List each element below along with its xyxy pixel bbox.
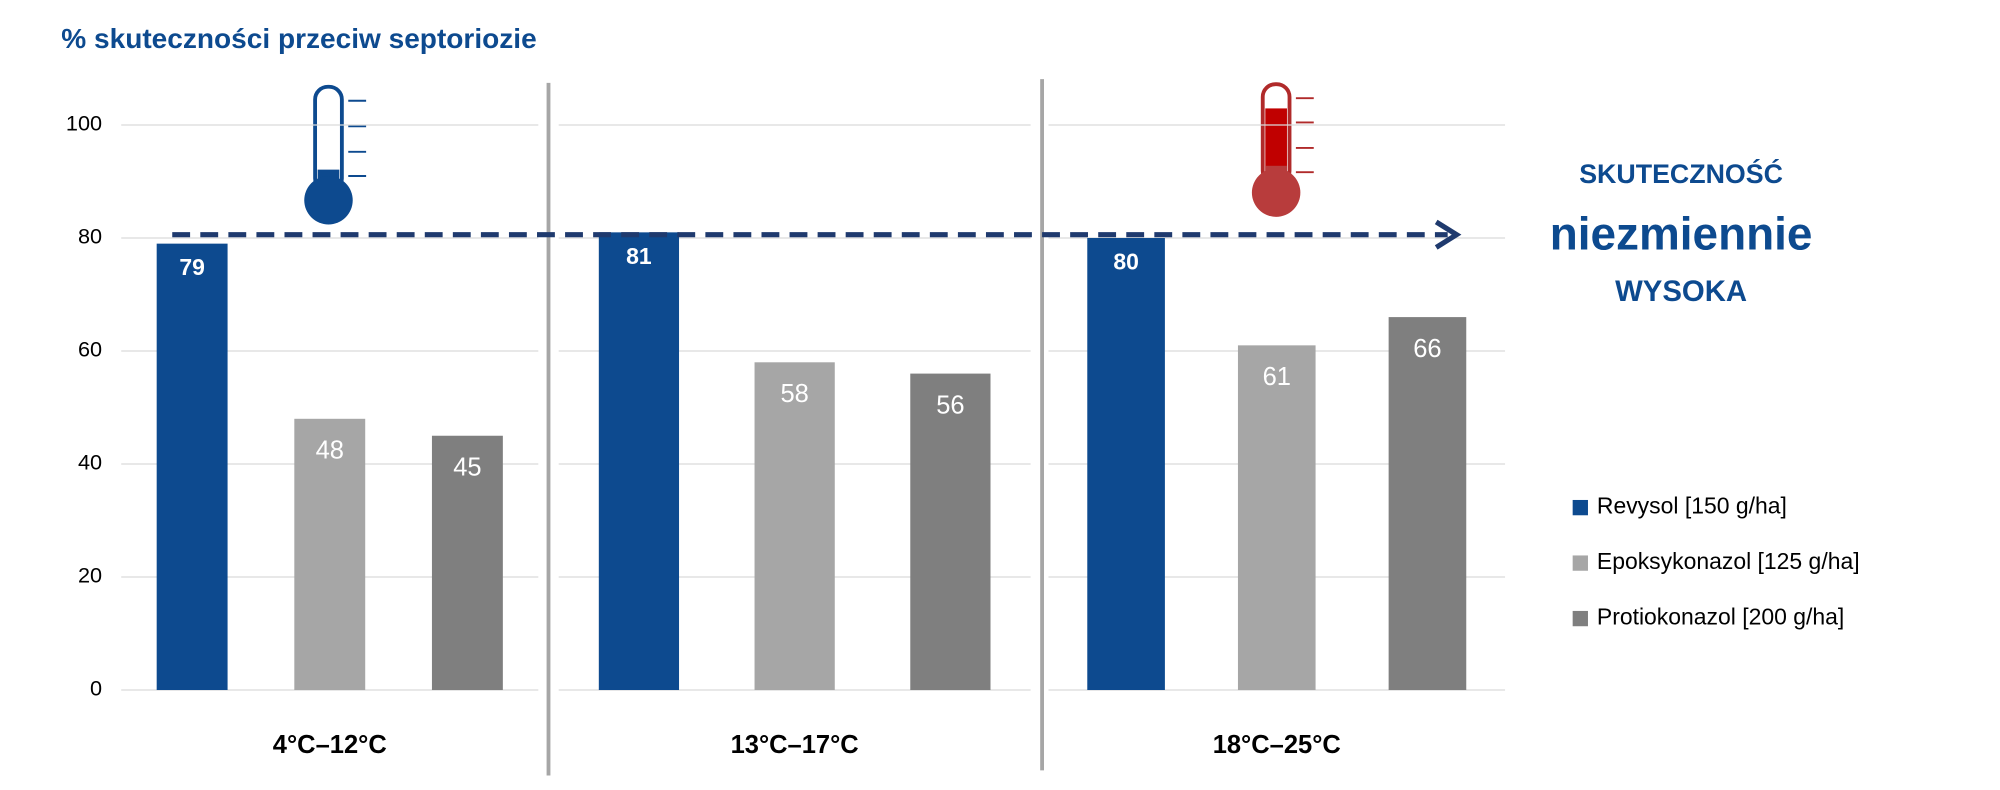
bar xyxy=(910,373,991,691)
legend-label: Revysol [150 g/ha] xyxy=(1597,493,1787,519)
bar xyxy=(431,435,503,691)
bar xyxy=(598,232,680,691)
value-label: 58 xyxy=(780,380,808,408)
y-tick-label: 0 xyxy=(90,676,102,701)
thermometer-hot xyxy=(1251,82,1314,217)
legend-label: Epoksykonazol [125 g/ha] xyxy=(1597,548,1860,574)
thermometer-cold xyxy=(304,84,367,225)
bar xyxy=(754,362,835,691)
value-label: 45 xyxy=(453,454,481,482)
annotation: niezmiennie xyxy=(1550,207,1813,259)
y-tick-label: 80 xyxy=(78,224,102,249)
value-label: 79 xyxy=(179,254,205,280)
bar xyxy=(1087,237,1165,691)
legend-swatch xyxy=(1572,499,1588,516)
value-label: 80 xyxy=(1113,249,1139,275)
y-tick-label: 20 xyxy=(78,563,102,588)
y-tick-label: 60 xyxy=(78,337,102,362)
annotation: WYSOKA xyxy=(1615,275,1747,308)
value-label: 81 xyxy=(626,243,652,269)
value-label: 56 xyxy=(936,391,964,419)
bar xyxy=(156,243,228,691)
chart-title: % skuteczności przeciw septoriozie xyxy=(61,23,536,54)
y-tick-label: 40 xyxy=(78,450,102,475)
legend-swatch xyxy=(1572,555,1588,571)
trend-arrow xyxy=(172,219,1462,250)
annotation: SKUTECZNOŚĆ xyxy=(1579,158,1783,189)
value-label: 48 xyxy=(316,437,344,465)
legend-swatch xyxy=(1572,610,1588,627)
x-tick-label: 13°C–17°C xyxy=(731,731,859,759)
value-label: 66 xyxy=(1413,335,1441,363)
x-tick-label: 18°C–25°C xyxy=(1213,731,1341,759)
bar xyxy=(294,418,366,691)
y-tick-label: 100 xyxy=(66,111,102,136)
bars: 79 48 45 81 58 56 80 61 66 xyxy=(156,232,1467,691)
bar xyxy=(1388,317,1467,691)
value-label: 61 xyxy=(1263,363,1291,391)
legend-label: Protiokonazol [200 g/ha] xyxy=(1597,604,1844,630)
x-tick-label: 4°C–12°C xyxy=(273,731,387,759)
bar xyxy=(1237,345,1316,691)
